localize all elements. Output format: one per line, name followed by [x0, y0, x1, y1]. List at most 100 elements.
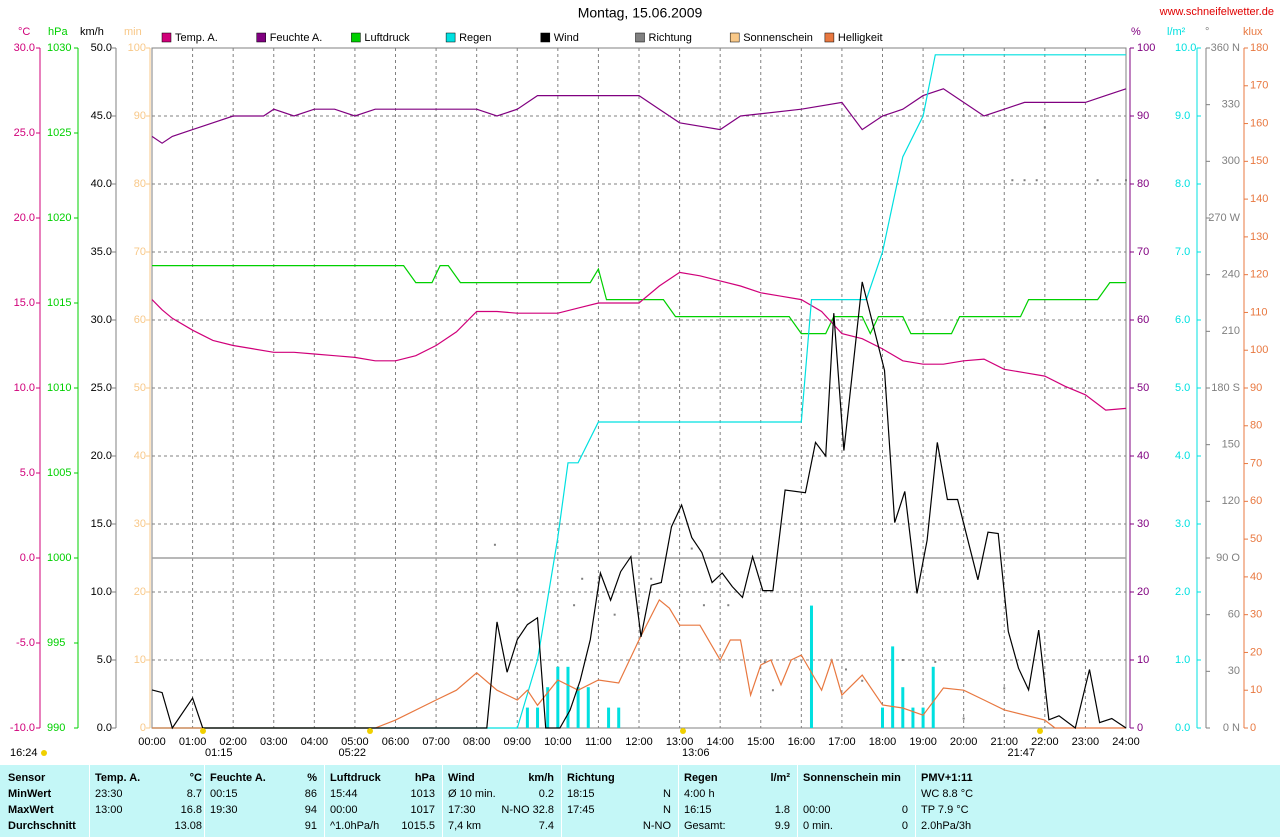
- y-tick-label: 210: [1222, 325, 1240, 337]
- y-tick-label: 70: [134, 246, 146, 258]
- direction-dot: [690, 547, 693, 550]
- y-tick-label: -10.0: [10, 722, 35, 734]
- rain-bar: [891, 646, 895, 728]
- direction-dot: [1023, 179, 1026, 182]
- y-tick-label: 30: [1228, 665, 1240, 677]
- y-tick-label: 4.0: [1175, 450, 1190, 462]
- y-tick-label: 160: [1250, 117, 1268, 129]
- x-tick-label: 04:00: [301, 736, 329, 748]
- direction-dot: [962, 717, 965, 720]
- direction-dot: [1125, 179, 1127, 182]
- legend-swatch: [635, 32, 645, 43]
- x-tick-label: 21:00: [990, 736, 1018, 748]
- legend-swatch: [445, 32, 456, 43]
- cell-left: 17:30: [448, 804, 476, 816]
- direction-dot: [771, 689, 774, 692]
- cell-right: 0.2: [538, 788, 554, 800]
- y-tick-label: 25.0: [91, 382, 112, 394]
- rain-bar: [566, 666, 570, 728]
- y-tick-label: 10: [1250, 684, 1262, 696]
- y-tick-label: 150: [1250, 155, 1268, 167]
- column-separator: [561, 765, 562, 837]
- y-tick-label: 7.0: [1175, 246, 1190, 258]
- y-tick-label: 270 W: [1208, 212, 1240, 224]
- y-tick-label: 5.0: [97, 654, 112, 666]
- cell-left: 19:30: [210, 804, 238, 816]
- y-tick-label: 0.0: [20, 552, 35, 564]
- x-tick-label: 02:00: [219, 736, 247, 748]
- y-tick-label: 110: [1250, 306, 1268, 318]
- cell-right: 0: [901, 820, 908, 832]
- direction-dot: [516, 589, 519, 592]
- direction-dot: [763, 660, 766, 663]
- rain-bar: [809, 605, 813, 728]
- rain-bar: [576, 687, 580, 728]
- table-corner: Sensor: [8, 772, 46, 784]
- direction-dot: [1096, 179, 1099, 182]
- cell-right: 0: [901, 804, 908, 816]
- y-tick-label: 1.0: [1175, 654, 1190, 666]
- y-tick-label: 35.0: [91, 246, 112, 258]
- series-line: [152, 54, 1126, 729]
- cell-left: 00:00: [803, 804, 831, 816]
- direction-dot: [861, 679, 864, 682]
- rain-bar: [931, 666, 935, 728]
- y-tick-label: 50: [1137, 382, 1149, 394]
- y-tick-label: 100: [1137, 42, 1155, 54]
- cell-right: 13.08: [174, 820, 202, 832]
- y-tick-label: 20.0: [14, 212, 35, 224]
- cell-left: 7,4 km: [448, 820, 482, 832]
- y-tick-label: 50: [1250, 533, 1262, 545]
- x-tick-label: 19:00: [909, 736, 937, 748]
- y-tick-label: 60: [1250, 495, 1262, 507]
- axis-unit: klux: [1243, 26, 1263, 38]
- time-marker: 16:24: [10, 747, 38, 759]
- column-unit: l/m²: [770, 772, 790, 784]
- axis-unit: hPa: [48, 26, 68, 38]
- cell-left: 2.0hPa/3h: [921, 820, 972, 832]
- y-tick-label: 40: [134, 450, 146, 462]
- series-line: [151, 281, 1127, 730]
- y-tick-label: 180 S: [1211, 382, 1240, 394]
- cell-right: 91: [304, 820, 317, 832]
- column-separator: [797, 765, 798, 837]
- cell-right: 9.9: [774, 820, 790, 832]
- direction-dot: [493, 543, 496, 546]
- rain-bar: [546, 687, 550, 728]
- direction-dot: [650, 577, 653, 580]
- direction-dot: [934, 660, 937, 663]
- y-tick-label: 0: [1250, 722, 1256, 734]
- y-tick-label: 10.0: [14, 382, 35, 394]
- y-tick-label: 1015: [47, 297, 71, 309]
- sun-icon: [680, 728, 686, 734]
- direction-dot: [1011, 179, 1014, 182]
- direction-dot: [1003, 687, 1006, 690]
- series-line: [152, 265, 1126, 335]
- chart-title: Montag, 15.06.2009: [578, 5, 703, 21]
- cell-left: ^1.0hPa/h: [330, 820, 380, 832]
- y-tick-label: 170: [1250, 80, 1268, 92]
- cell-left: 18:15: [567, 788, 595, 800]
- y-tick-label: 1020: [47, 212, 71, 224]
- y-tick-label: 1005: [47, 467, 71, 479]
- y-tick-label: 130: [1250, 231, 1268, 243]
- cell-left: 13:00: [95, 804, 123, 816]
- y-tick-label: 120: [1250, 269, 1268, 281]
- legend-label: Sonnenschein: [743, 32, 813, 44]
- y-tick-label: 0: [1137, 722, 1143, 734]
- cell-right: 86: [304, 788, 317, 800]
- series-line: [151, 271, 1127, 411]
- y-tick-label: 90: [1137, 110, 1149, 122]
- chart: Montag, 15.06.2009 www.schneifelwetter.d…: [10, 5, 1274, 759]
- x-tick-label: 11:00: [585, 736, 612, 748]
- x-tick-label: 09:00: [503, 736, 531, 748]
- x-tick-label: 00:00: [138, 736, 166, 748]
- y-tick-label: 1010: [47, 382, 71, 394]
- sun-icon: [200, 728, 206, 734]
- legend-swatch: [161, 32, 172, 43]
- y-tick-label: 20: [134, 586, 146, 598]
- column-separator: [324, 765, 325, 837]
- y-tick-label: 140: [1250, 193, 1268, 205]
- column-header: PMV+1:11: [921, 772, 973, 784]
- direction-dot: [901, 659, 904, 661]
